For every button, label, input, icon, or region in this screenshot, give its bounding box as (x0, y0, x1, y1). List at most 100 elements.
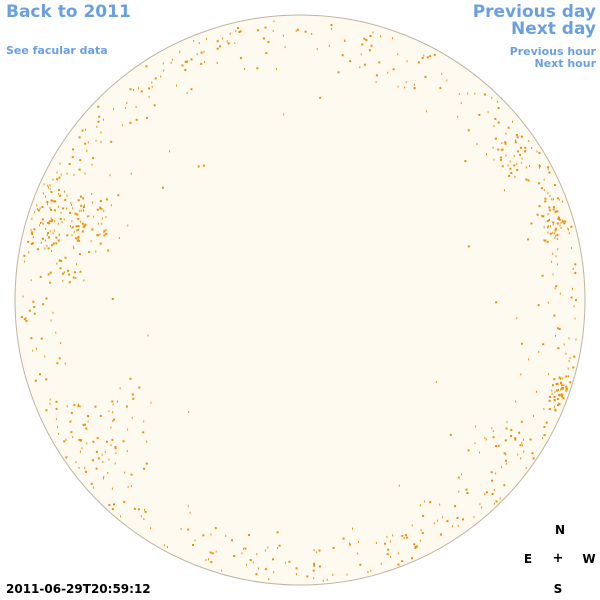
facula-mark (82, 209, 84, 212)
facula-mark (103, 231, 105, 234)
facula-mark (90, 240, 92, 243)
facula-mark (66, 194, 68, 197)
facula-mark (92, 201, 94, 204)
facula-mark (493, 502, 495, 505)
facula-mark (304, 30, 307, 33)
facula-mark (525, 166, 527, 169)
facula-mark (46, 244, 48, 247)
facula-mark (105, 198, 108, 201)
facula-mark (267, 41, 270, 43)
facula-mark (202, 164, 205, 167)
facula-mark (110, 444, 112, 447)
facula-mark (426, 110, 428, 113)
facula-mark (78, 403, 79, 406)
facula-mark (441, 72, 443, 75)
facula-mark (131, 393, 134, 396)
facula-mark (188, 411, 190, 413)
facula-mark (112, 411, 114, 414)
facula-mark (520, 457, 522, 460)
facula-mark (71, 234, 73, 237)
facula-mark (82, 424, 85, 427)
facula-mark (202, 534, 205, 537)
facula-mark (78, 168, 81, 171)
facula-mark (72, 435, 74, 438)
facula-mark (83, 279, 85, 282)
facula-mark (562, 377, 564, 380)
previous-day-link[interactable]: Previous day (472, 2, 596, 22)
facula-mark (97, 120, 100, 123)
facula-mark (60, 260, 63, 263)
facula-mark (556, 398, 559, 400)
facula-mark (205, 559, 207, 562)
facula-mark (77, 228, 80, 231)
facula-mark (62, 279, 64, 282)
next-day-link[interactable]: Next day (511, 19, 596, 39)
facula-mark (558, 388, 559, 391)
facula-mark (505, 462, 507, 465)
facula-mark (540, 187, 543, 190)
facula-mark (54, 200, 57, 203)
facula-mark (397, 85, 399, 88)
facula-mark (56, 362, 59, 365)
facula-mark (538, 151, 541, 154)
compass-west-label: W (582, 552, 596, 566)
facula-mark (549, 232, 552, 235)
facula-mark (77, 217, 80, 220)
facula-mark (111, 508, 114, 511)
facula-mark (505, 453, 507, 456)
facula-mark (332, 546, 335, 549)
facula-mark (505, 132, 507, 135)
facula-mark (76, 239, 79, 242)
facula-mark (549, 218, 550, 221)
facula-mark (68, 281, 71, 284)
next-hour-link[interactable]: Next hour (534, 57, 597, 70)
facula-mark (276, 67, 277, 70)
facula-mark (499, 497, 501, 500)
facula-mark (494, 117, 497, 120)
facula-mark (272, 558, 274, 561)
facula-mark (569, 357, 571, 360)
facula-mark (132, 397, 135, 400)
facula-mark (87, 415, 89, 418)
facula-mark (133, 89, 135, 91)
facula-mark (555, 210, 557, 213)
facula-mark (369, 35, 372, 37)
facula-mark (96, 125, 98, 128)
facula-mark (55, 407, 58, 410)
facula-mark (389, 556, 391, 558)
facula-mark (74, 212, 77, 215)
facula-mark (420, 529, 422, 532)
facula-mark (547, 213, 549, 215)
facula-mark (140, 515, 142, 518)
facula-mark (28, 251, 30, 254)
facula-mark (59, 162, 61, 165)
facula-mark (33, 228, 36, 231)
facula-mark (49, 184, 51, 187)
previous-hour-link[interactable]: Previous hour (509, 45, 596, 58)
facula-mark (229, 32, 231, 35)
facula-mark (101, 217, 103, 220)
solar-disk (14, 14, 586, 586)
facula-mark (461, 473, 462, 476)
facular-data-link[interactable]: See facular data (6, 44, 108, 57)
facula-mark (506, 420, 508, 423)
facula-mark (568, 232, 570, 235)
facula-mark (558, 403, 561, 406)
facula-mark (79, 450, 81, 453)
facula-mark (548, 206, 551, 209)
facula-mark (77, 225, 80, 228)
facula-mark (562, 220, 564, 223)
facula-mark (189, 511, 191, 514)
facula-mark (216, 47, 219, 50)
facula-mark (313, 564, 316, 567)
back-to-year-link[interactable]: Back to 2011 (6, 2, 131, 22)
facula-mark (513, 155, 515, 158)
facula-mark (501, 165, 504, 168)
facula-mark (495, 472, 497, 475)
facula-mark (544, 197, 547, 200)
facula-mark (508, 174, 511, 177)
facula-mark (264, 26, 267, 29)
facula-mark (80, 204, 83, 207)
facula-mark (68, 273, 71, 276)
facula-mark (50, 319, 52, 322)
